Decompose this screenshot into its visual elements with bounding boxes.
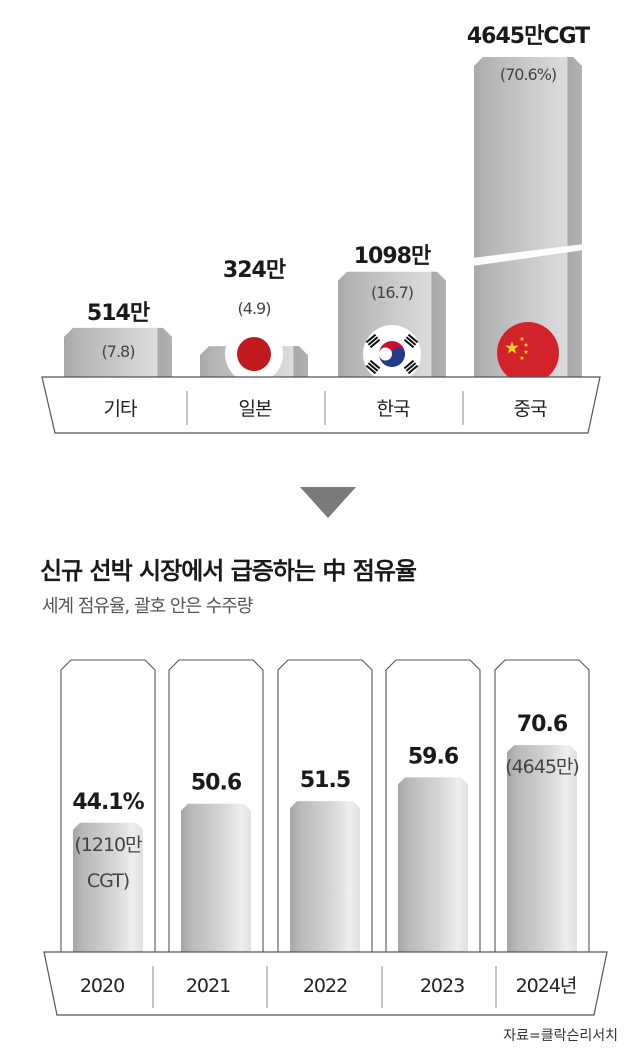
- category-label: 일본: [239, 398, 272, 420]
- source-note: 자료=클락슨리서치: [503, 1028, 618, 1044]
- category-tray: [43, 951, 608, 1016]
- taeguk-blue: [379, 347, 405, 367]
- china-flag-icon: [497, 322, 559, 377]
- share-label: (16.7): [371, 283, 413, 302]
- value-label: 70.6: [517, 712, 568, 737]
- bar: [181, 803, 251, 952]
- bar: [64, 327, 172, 377]
- orders-label: (1210만: [74, 834, 142, 856]
- value-label: 4645만CGT: [467, 24, 590, 49]
- chart-subtitle: 세계 점유율, 괄호 안은 수주량: [42, 596, 253, 617]
- category-tray: [41, 376, 601, 434]
- trigram: [407, 333, 419, 344]
- value-label: 44.1%: [72, 790, 144, 815]
- bar: [290, 801, 360, 952]
- value-label: 51.5: [300, 768, 350, 793]
- trigram: [369, 359, 381, 370]
- category-label: 2022: [303, 975, 347, 997]
- bottom-chart-base: 2020 2021 2022 2023 2024년: [43, 951, 608, 1016]
- orders-label: CGT): [87, 870, 129, 892]
- share-label: (70.6%): [500, 65, 556, 84]
- trigram: [405, 362, 417, 372]
- bar: [398, 777, 468, 952]
- trigram: [365, 333, 377, 344]
- japan-flag-icon: [225, 325, 283, 377]
- korea-flag-icon: [363, 325, 421, 377]
- bottom-chart-labels: 44.1% (1210만 CGT) 50.6 51.5 59.6 70.6 (4645만): [72, 712, 580, 892]
- flag-sun: [237, 337, 271, 371]
- flag-field: [497, 322, 559, 377]
- category-label: 2024년: [516, 975, 577, 997]
- trigram: [369, 338, 381, 349]
- value-label: 50.6: [191, 771, 242, 796]
- axis-break-mark: [472, 244, 584, 266]
- trigram: [367, 362, 379, 372]
- category-label: 2021: [186, 975, 230, 997]
- orders-label: (4645만): [505, 756, 579, 778]
- star-icon: [519, 355, 525, 361]
- top-chart-bars: [64, 57, 584, 377]
- category-label: 2020: [80, 975, 124, 997]
- trigram: [365, 364, 377, 375]
- category-label: 중국: [514, 398, 547, 420]
- trigram: [403, 359, 415, 370]
- star-icon: [523, 349, 529, 355]
- category-label: 기타: [104, 398, 137, 420]
- category-label: 2023: [420, 975, 464, 997]
- category-label: 한국: [377, 398, 410, 420]
- star-icon: [505, 341, 519, 354]
- bottom-chart-bars: [60, 659, 590, 953]
- share-label: (4.9): [238, 299, 271, 318]
- bar: [73, 822, 143, 952]
- trigram: [403, 338, 415, 349]
- trigram: [407, 364, 419, 375]
- value-label: 324만: [223, 258, 286, 283]
- chart-title: 신규 선박 시장에서 급증하는 中 점유율: [40, 557, 417, 585]
- value-label: 1098만: [354, 244, 431, 269]
- bar: [474, 57, 582, 377]
- share-label: (7.8): [102, 342, 135, 361]
- trigram: [405, 336, 417, 346]
- star-icon: [523, 342, 529, 348]
- value-label: 514만: [87, 301, 150, 326]
- top-chart-base: 기타 일본 한국 중국: [41, 376, 601, 434]
- triangle-down-icon: [300, 487, 356, 518]
- value-label: 59.6: [408, 744, 459, 769]
- trigram: [367, 336, 379, 346]
- top-chart-labels: 514만 (7.8) 324만 (4.9) 1098만 (16.7) 4645만CGT (70…: [87, 24, 591, 361]
- bar: [507, 745, 577, 952]
- star-icon: [519, 336, 525, 342]
